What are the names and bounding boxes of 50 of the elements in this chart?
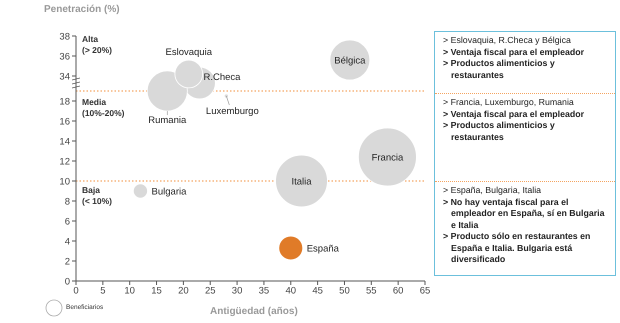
x-tick-label: 40	[285, 286, 296, 297]
x-axis-title: Antigüedad (años)	[210, 306, 298, 317]
y-tick-label: 8	[64, 196, 70, 208]
series-label: Bélgica	[334, 56, 366, 66]
text: > Eslovaquia, R.Checa y Bélgica	[443, 35, 572, 46]
x-tick-label: 10	[124, 286, 135, 297]
annotation: Media (10%-20%)	[82, 97, 125, 119]
y-tick-label: 2	[64, 256, 70, 268]
series-label: Luxemburgo	[206, 106, 259, 117]
x-tick-label: 50	[339, 286, 350, 297]
text: > Ventaja fiscal para el empleador	[443, 108, 586, 120]
x-tick-label: 65	[420, 286, 430, 297]
x-tick-label: 60	[392, 286, 404, 297]
y-tick-label: 6	[64, 216, 70, 228]
y-tick-label: 12	[59, 156, 70, 168]
x-tick-label: 45	[312, 286, 323, 297]
y-tick-label: 4	[64, 236, 70, 248]
annotation: Baja (< 10%)	[82, 185, 112, 207]
text: > No hay ventaja fiscal para el empleador en España, sí en Bulgaria e Italia	[443, 196, 606, 231]
x-tick-label: 30	[232, 286, 242, 297]
series-label: España	[306, 244, 340, 254]
series-label: R.Checa	[203, 72, 242, 83]
series-label: Eslovaquia	[166, 47, 213, 58]
x-tick-label: 25	[204, 286, 216, 297]
x-tick-label: 35	[258, 286, 270, 297]
text: > Productos alimenticios y restaurantes	[443, 120, 556, 143]
series-label: Bulgaria	[152, 186, 188, 198]
x-tick-label: 0	[73, 286, 79, 297]
series-label: Italia	[291, 176, 312, 188]
y-tick-label: 10	[59, 176, 70, 188]
series-label: Rumania	[148, 115, 187, 126]
x-tick-label: 5	[100, 286, 106, 297]
y-tick-label: 14	[59, 136, 70, 148]
y-axis-title: Penetración (%)	[44, 4, 120, 15]
y-tick-label: 34	[59, 71, 70, 82]
text: > Productos alimenticios y restaurantes	[443, 58, 556, 81]
series-label: Francia	[372, 152, 404, 164]
text: > España, Bulgaria, Italia	[443, 185, 542, 196]
text: > Francia, Luxemburgo, Rumania	[443, 97, 575, 108]
annotation: Alta (> 20%)	[82, 34, 112, 56]
text: > Ventaja fiscal para el empleador	[443, 46, 586, 58]
y-tick-label: 18	[59, 96, 70, 108]
y-tick-label: 36	[59, 51, 70, 62]
y-tick-label: 0	[64, 276, 70, 288]
y-tick-label: 16	[59, 116, 70, 128]
y-tick-label: 38	[59, 31, 70, 42]
text: > Producto sólo en restaurantes en España e Italia. Bulgaria está diversificado	[443, 231, 592, 266]
x-tick-label: 15	[151, 286, 162, 297]
x-tick-label: 20	[178, 286, 189, 297]
x-tick-label: 55	[366, 286, 377, 297]
